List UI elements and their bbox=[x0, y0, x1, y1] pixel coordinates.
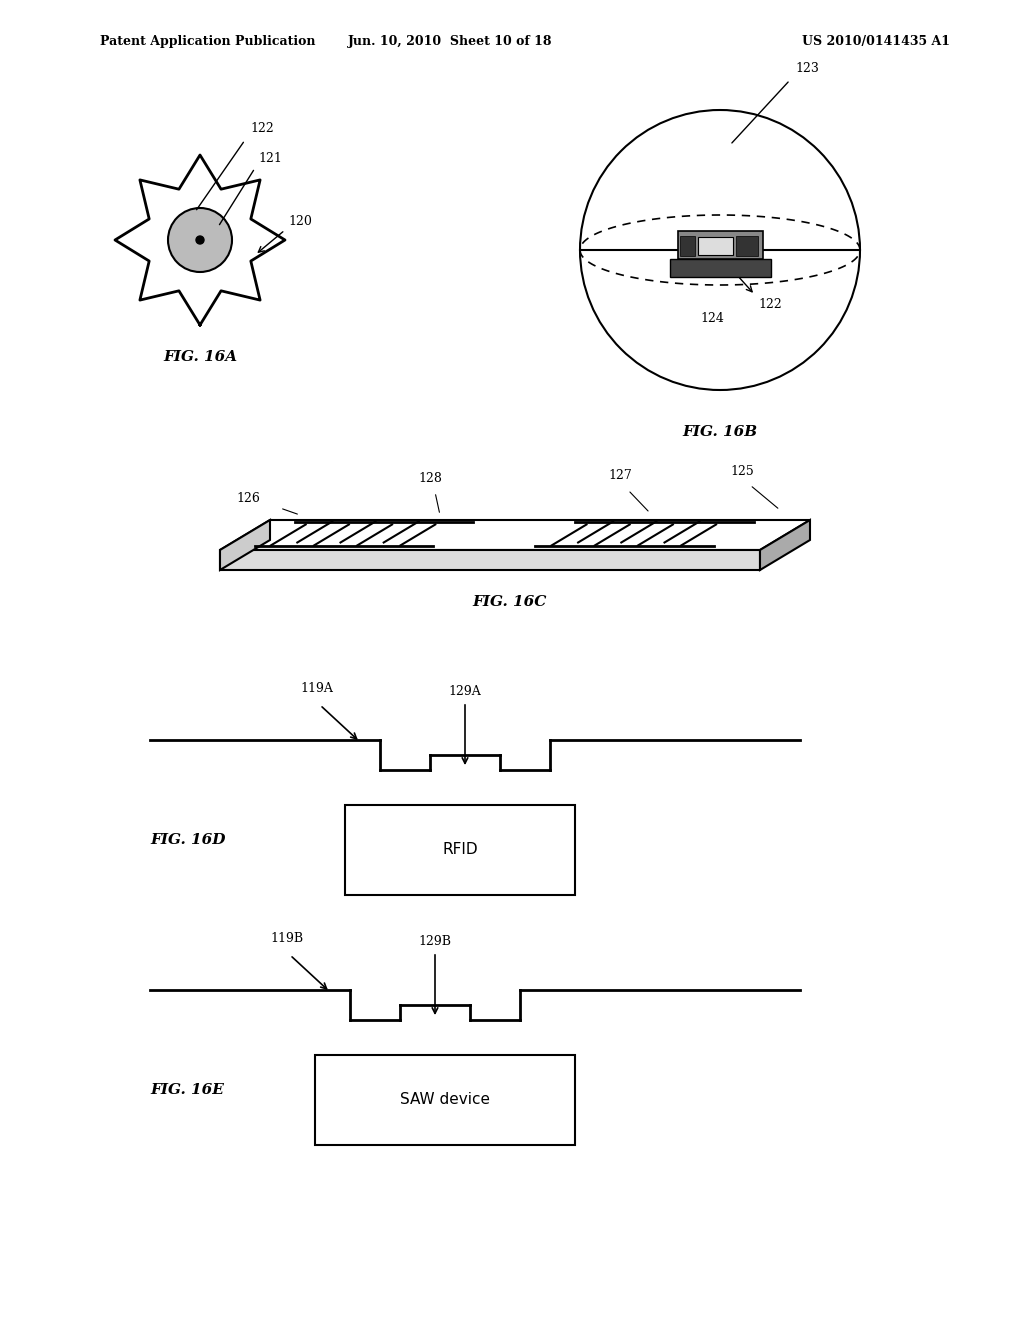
Text: 121: 121 bbox=[258, 152, 282, 165]
Polygon shape bbox=[760, 520, 810, 570]
Text: Jun. 10, 2010  Sheet 10 of 18: Jun. 10, 2010 Sheet 10 of 18 bbox=[348, 36, 552, 48]
Bar bbox=[680, 236, 694, 256]
Text: FIG. 16B: FIG. 16B bbox=[682, 425, 758, 440]
Circle shape bbox=[168, 209, 232, 272]
Text: RFID: RFID bbox=[442, 842, 478, 858]
Text: 120: 120 bbox=[288, 215, 312, 228]
Text: 122: 122 bbox=[250, 121, 273, 135]
Text: Patent Application Publication: Patent Application Publication bbox=[100, 36, 315, 48]
Text: 124: 124 bbox=[700, 312, 724, 325]
Text: 129A: 129A bbox=[449, 685, 481, 698]
Text: SAW device: SAW device bbox=[400, 1093, 490, 1107]
Text: 128: 128 bbox=[418, 473, 442, 484]
FancyBboxPatch shape bbox=[315, 1055, 575, 1144]
Bar bbox=[678, 231, 763, 259]
Text: 119A: 119A bbox=[300, 682, 333, 696]
Text: US 2010/0141435 A1: US 2010/0141435 A1 bbox=[802, 36, 950, 48]
Text: FIG. 16D: FIG. 16D bbox=[150, 833, 225, 847]
Polygon shape bbox=[220, 550, 760, 570]
Text: FIG. 16C: FIG. 16C bbox=[473, 595, 547, 609]
FancyBboxPatch shape bbox=[345, 805, 575, 895]
Text: FIG. 16E: FIG. 16E bbox=[150, 1082, 224, 1097]
Text: 123: 123 bbox=[795, 62, 819, 75]
Text: 125: 125 bbox=[730, 465, 754, 478]
Text: 119B: 119B bbox=[270, 932, 303, 945]
Text: 126: 126 bbox=[237, 492, 260, 506]
Polygon shape bbox=[220, 520, 270, 570]
Bar bbox=[697, 238, 732, 255]
Text: 129B: 129B bbox=[419, 935, 452, 948]
Text: 122: 122 bbox=[758, 298, 781, 312]
Bar bbox=[735, 236, 758, 256]
Text: 127: 127 bbox=[608, 469, 632, 482]
Circle shape bbox=[196, 236, 204, 244]
Polygon shape bbox=[220, 520, 810, 550]
Text: FIG. 16A: FIG. 16A bbox=[163, 350, 238, 364]
FancyBboxPatch shape bbox=[670, 259, 770, 277]
